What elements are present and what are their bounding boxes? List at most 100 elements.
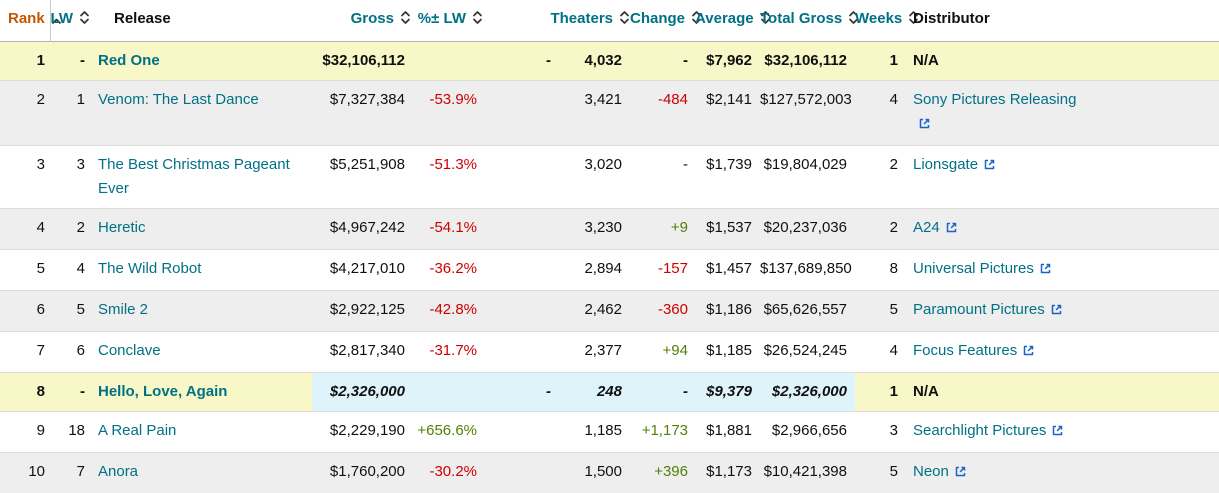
cell-lw: 7 xyxy=(50,453,90,493)
cell-average: $2,141 xyxy=(695,81,760,146)
cell-weeks: 1 xyxy=(855,373,905,412)
cell-distributor: Paramount Pictures xyxy=(905,291,1083,332)
cell-distributor: A24 xyxy=(905,209,1083,250)
distributor-link[interactable]: Universal Pictures xyxy=(913,260,1052,277)
value-weeks: 3 xyxy=(890,422,898,439)
cell-change: - xyxy=(630,42,695,81)
sort-icon xyxy=(400,9,411,34)
external-link-icon xyxy=(918,114,931,138)
column-label-weeks: Weeks xyxy=(855,10,902,27)
release-link[interactable]: The Wild Robot xyxy=(98,260,201,277)
value-change: -157 xyxy=(658,260,688,277)
release-link[interactable]: A Real Pain xyxy=(98,422,176,439)
cell-average: $1,173 xyxy=(695,453,760,493)
cell-change: -360 xyxy=(630,291,695,332)
value-lw: 18 xyxy=(68,422,85,439)
value-average: $9,379 xyxy=(706,383,752,400)
cell-release: The Wild Robot xyxy=(90,250,312,291)
value-gross: $2,817,340 xyxy=(330,342,405,359)
cell-lw: - xyxy=(50,373,90,412)
cell-average: $1,457 xyxy=(695,250,760,291)
distributor-link[interactable]: Paramount Pictures xyxy=(913,301,1063,318)
value-lw: 3 xyxy=(77,156,85,173)
row-filler xyxy=(1083,373,1219,412)
value-change: +9 xyxy=(671,219,688,236)
release-link[interactable]: Heretic xyxy=(98,219,146,236)
cell-distributor: Focus Features xyxy=(905,332,1083,373)
release-link[interactable]: The Best Christmas Pageant Ever xyxy=(98,156,290,197)
cell-theaters: 248 xyxy=(483,373,630,412)
cell-rank: 9 xyxy=(0,412,50,453)
column-header-rank[interactable]: Rank xyxy=(0,0,50,42)
value-rank: 2 xyxy=(37,91,45,108)
value-pct_lw: -36.2% xyxy=(429,260,477,277)
cell-theaters: 3,421 xyxy=(483,81,630,146)
column-header-gross[interactable]: Gross xyxy=(312,0,411,42)
row-filler xyxy=(1083,250,1219,291)
value-weeks: 2 xyxy=(890,156,898,173)
cell-release: Heretic xyxy=(90,209,312,250)
cell-weeks: 2 xyxy=(855,146,905,209)
value-gross: $2,922,125 xyxy=(330,301,405,318)
release-link[interactable]: Conclave xyxy=(98,342,161,359)
cell-rank: 3 xyxy=(0,146,50,209)
release-link[interactable]: Red One xyxy=(98,52,160,69)
value-gross: $32,106,112 xyxy=(322,52,405,69)
column-header-total_gross[interactable]: Total Gross xyxy=(760,0,855,42)
distributor-link[interactable]: Lionsgate xyxy=(913,156,996,173)
distributor-name: N/A xyxy=(913,383,939,400)
value-theaters: 3,020 xyxy=(584,156,622,173)
cell-average: $1,186 xyxy=(695,291,760,332)
value-pct_lw: - xyxy=(546,383,551,400)
cell-lw: 5 xyxy=(50,291,90,332)
distributor-link[interactable]: Focus Features xyxy=(913,342,1035,359)
value-change: -360 xyxy=(658,301,688,318)
cell-weeks: 3 xyxy=(855,412,905,453)
cell-change: +1,173 xyxy=(630,412,695,453)
distributor-link[interactable]: Sony Pictures Releasing xyxy=(913,91,1076,132)
cell-distributor: N/A xyxy=(905,42,1083,81)
column-header-average[interactable]: Average xyxy=(695,0,760,42)
external-link-icon xyxy=(945,218,958,242)
column-header-lw[interactable]: LW xyxy=(50,0,90,42)
cell-total_gross: $2,966,656 xyxy=(760,412,855,453)
cell-total_gross: $65,626,557 xyxy=(760,291,855,332)
value-lw: - xyxy=(80,383,85,400)
external-link-icon xyxy=(1039,259,1052,283)
cell-rank: 1 xyxy=(0,42,50,81)
release-link[interactable]: Hello, Love, Again xyxy=(98,383,227,400)
cell-change: +94 xyxy=(630,332,695,373)
cell-distributor: Searchlight Pictures xyxy=(905,412,1083,453)
cell-change: +396 xyxy=(630,453,695,493)
column-header-theaters[interactable]: Theaters xyxy=(483,0,630,42)
row-filler xyxy=(1083,291,1219,332)
value-theaters: 2,462 xyxy=(584,301,622,318)
value-rank: 1 xyxy=(37,52,45,69)
value-gross: $4,217,010 xyxy=(330,260,405,277)
cell-release: Anora xyxy=(90,453,312,493)
distributor-link[interactable]: A24 xyxy=(913,219,958,236)
external-link-icon xyxy=(1050,300,1063,324)
value-total_gross: $26,524,245 xyxy=(764,342,847,359)
value-theaters: 3,230 xyxy=(584,219,622,236)
cell-release: Conclave xyxy=(90,332,312,373)
value-theaters: 2,377 xyxy=(584,342,622,359)
release-link[interactable]: Venom: The Last Dance xyxy=(98,91,259,108)
column-header-change[interactable]: Change xyxy=(630,0,695,42)
row-filler xyxy=(1083,42,1219,81)
cell-weeks: 1 xyxy=(855,42,905,81)
cell-theaters: 1,500 xyxy=(483,453,630,493)
value-lw: 5 xyxy=(77,301,85,318)
value-pct_lw: -31.7% xyxy=(429,342,477,359)
value-total_gross: $65,626,557 xyxy=(764,301,847,318)
column-header-weeks[interactable]: Weeks xyxy=(855,0,905,42)
cell-release: A Real Pain xyxy=(90,412,312,453)
column-header-pct_lw[interactable]: %± LW xyxy=(411,0,483,42)
release-link[interactable]: Smile 2 xyxy=(98,301,148,318)
cell-gross: $2,922,125 xyxy=(312,291,411,332)
distributor-link[interactable]: Searchlight Pictures xyxy=(913,422,1064,439)
cell-release: Hello, Love, Again xyxy=(90,373,312,412)
cell-average: $7,962 xyxy=(695,42,760,81)
